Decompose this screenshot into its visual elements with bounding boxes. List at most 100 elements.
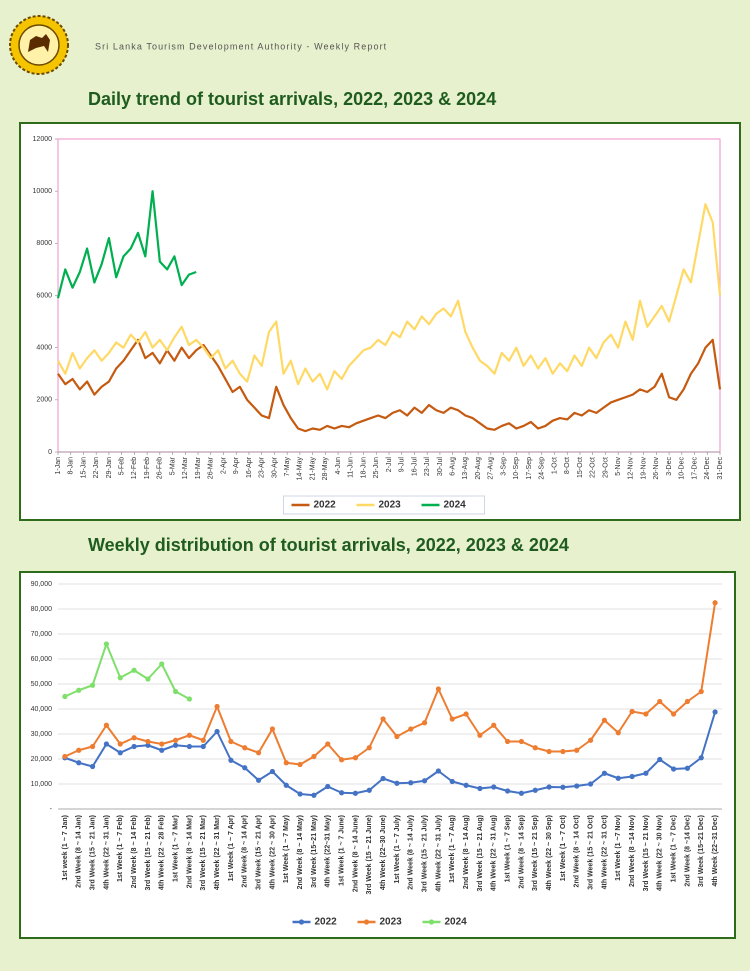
data-point (159, 661, 165, 667)
data-point (546, 784, 552, 790)
data-point (76, 687, 82, 693)
y-tick-label: 30,000 (31, 731, 53, 738)
data-point (159, 741, 165, 747)
x-tick-label: 31-Dec (717, 457, 724, 480)
x-tick-label: 3rd Week (15 ~ 21 Aug) (477, 815, 484, 891)
chart-panel (19, 122, 741, 521)
data-point (297, 761, 303, 768)
x-tick-label: 22-Oct (590, 457, 597, 478)
x-tick-label: 2nd Week (8 ~ 14 Apr) (242, 815, 249, 888)
data-point (89, 682, 96, 688)
data-point (297, 791, 303, 797)
x-tick-label: 18-Jun (360, 457, 367, 479)
x-tick-label: 28-May (322, 457, 329, 481)
data-point (643, 711, 649, 717)
x-tick-label: 14-May (297, 457, 304, 481)
data-point (283, 760, 289, 766)
data-point (131, 735, 137, 741)
x-tick-label: 12-Feb (131, 457, 138, 479)
data-point (131, 667, 137, 673)
x-tick-label: 1st Week (1 ~ 7 July) (394, 815, 401, 884)
x-tick-label: 23-Jul (424, 457, 431, 477)
data-point (62, 693, 68, 700)
x-tick-label: 1st Week (1 ~ 7 May) (283, 815, 290, 883)
x-tick-label: 1st Week (1 ~ 7 June) (338, 815, 345, 886)
data-point (491, 722, 497, 728)
data-point (574, 747, 580, 753)
data-point (684, 765, 691, 771)
data-point (172, 742, 179, 748)
series-line (57, 203, 722, 391)
data-point (352, 790, 359, 796)
x-tick-label: 26-Mar (208, 456, 215, 479)
data-point (76, 747, 82, 753)
data-point (186, 732, 193, 738)
x-tick-label: 12-Mar (182, 456, 189, 479)
x-tick-label: 8-Jan (68, 457, 75, 475)
x-tick-label: 11-Jun (348, 457, 355, 478)
data-point (477, 732, 483, 738)
data-point (463, 782, 469, 788)
x-tick-label: 3rd Week (15 ~ 21 July) (421, 815, 428, 892)
legend-box (283, 495, 485, 515)
x-tick-label: 16-Apr (246, 456, 253, 478)
x-tick-label: 4-Jun (335, 457, 342, 475)
x-tick-label: 1st Week (1 ~ 7 Sep) (504, 815, 511, 882)
x-tick-label: 30-Jul (437, 457, 444, 477)
data-point (698, 755, 704, 761)
x-tick-label: 23-Apr (259, 456, 266, 478)
x-tick-label: 2-Jul (386, 457, 393, 473)
legend-label: 2023 (379, 500, 402, 511)
x-tick-label: 13-Aug (462, 457, 469, 480)
x-tick-label: 8-Oct (564, 457, 571, 474)
data-point (532, 787, 538, 793)
data-point (172, 737, 179, 743)
x-tick-label: 3rd Week (15~21 Dec) (698, 815, 705, 887)
x-tick-label: 21-May (309, 457, 316, 481)
y-tick-label: 70,000 (31, 631, 53, 638)
data-point (228, 757, 234, 763)
y-tick-label: 0 (48, 449, 52, 456)
data-point (145, 742, 151, 748)
data-point (449, 778, 455, 785)
data-point (712, 600, 718, 606)
legend-marker (363, 919, 370, 925)
y-tick-label: 8000 (36, 240, 52, 247)
x-tick-label: 19-Feb (144, 457, 151, 479)
data-point (117, 750, 123, 756)
data-point (214, 728, 220, 735)
x-tick-label: 2nd Week (8 ~ 14 Oct) (574, 815, 581, 887)
data-point (643, 770, 649, 776)
x-tick-label: 4th Week (22 ~ 30 Sep) (546, 815, 553, 891)
x-tick-label: 6-Aug (449, 457, 456, 476)
legend-label: 2024 (444, 500, 467, 511)
y-tick-label: 10000 (33, 188, 53, 195)
series-line (56, 190, 197, 299)
data-point (518, 738, 525, 745)
data-point (145, 738, 151, 745)
data-point (242, 765, 248, 771)
x-tick-label: 1st Week (1 ~ 7 Oct) (560, 815, 567, 881)
logo (9, 15, 69, 75)
y-tick-label: 80,000 (31, 606, 53, 613)
x-tick-label: 4th Week (22 ~ 31 Oct) (601, 815, 608, 889)
y-tick-label: 90,000 (31, 581, 53, 588)
x-tick-label: 5-Nov (615, 457, 622, 476)
x-tick-label: 17-Dec (691, 457, 698, 480)
series-line (64, 643, 190, 700)
data-point (62, 753, 68, 760)
x-tick-label: 1st Week (1 ~7 Nov) (615, 815, 622, 881)
y-tick-label: 20,000 (31, 756, 53, 763)
x-tick-label: 4th Week (22 ~ 31 Mar) (214, 815, 221, 890)
x-tick-label: 10-Dec (679, 457, 686, 480)
data-point (325, 783, 331, 790)
data-point (159, 747, 165, 753)
x-tick-label: 2nd Week (8 ~ 14 July) (408, 815, 415, 890)
data-point (352, 755, 359, 761)
x-tick-label: 2-Apr (220, 456, 227, 474)
x-tick-label: 1st Week (1 ~ 7 Dec) (670, 815, 677, 882)
x-tick-label: 3rd Week (15 ~ 21 Apr) (255, 815, 262, 890)
legend-label: 2022 (314, 500, 337, 511)
data-point (670, 766, 677, 772)
x-tick-label: 15-Oct (577, 457, 584, 478)
